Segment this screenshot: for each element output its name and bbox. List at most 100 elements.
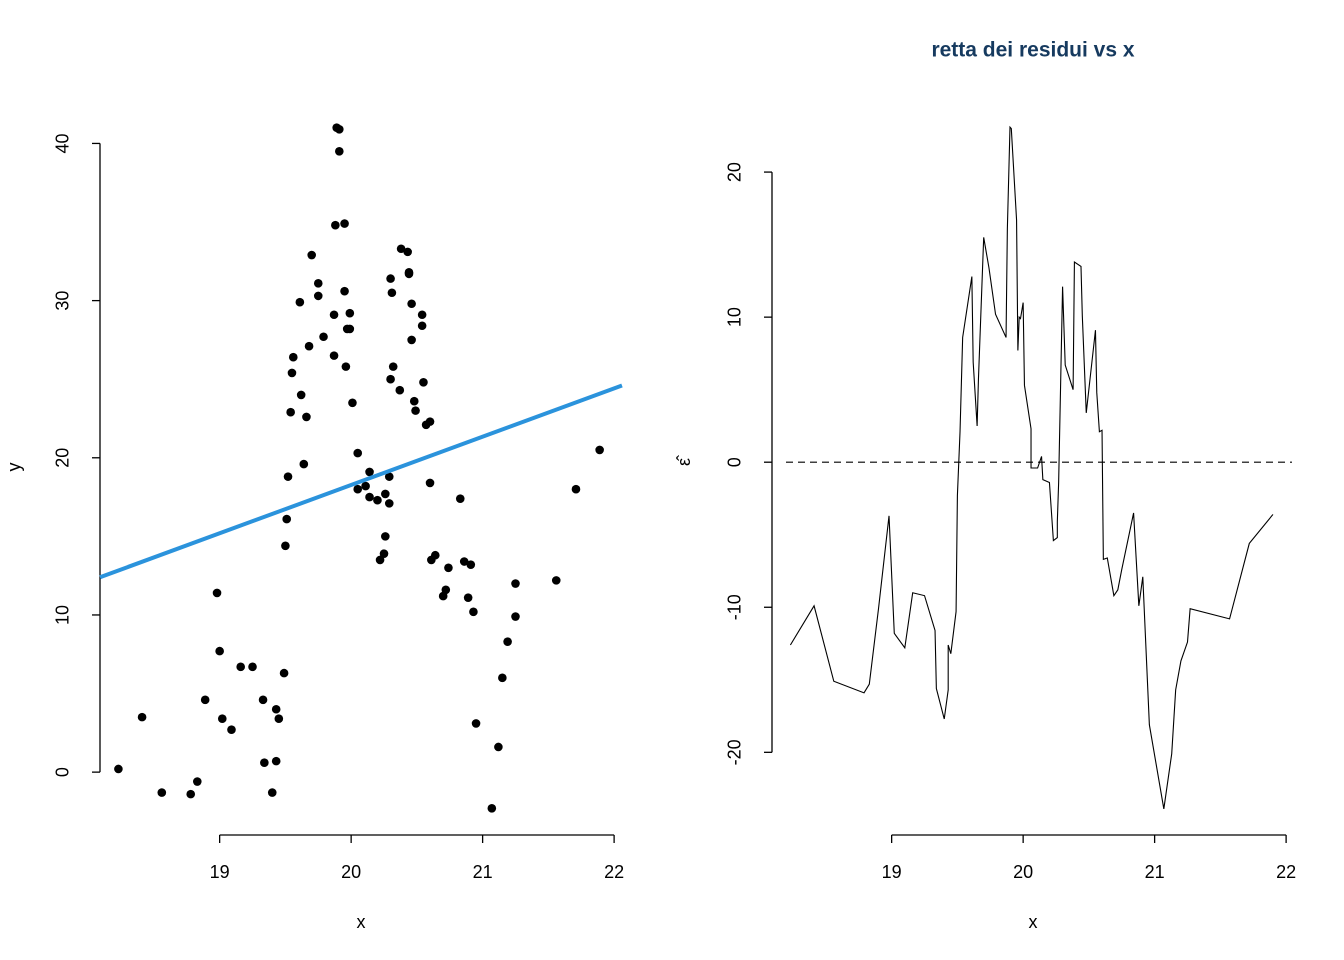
x-tick-label: 22	[1276, 862, 1296, 882]
point	[455, 494, 465, 503]
point	[395, 385, 405, 395]
point	[417, 310, 427, 320]
point	[411, 406, 420, 415]
x-tick-label: 21	[473, 862, 493, 882]
point	[388, 362, 398, 371]
point	[417, 321, 427, 331]
x-axis-label: x	[357, 912, 366, 932]
point	[227, 725, 236, 734]
point	[396, 244, 406, 254]
point	[487, 803, 497, 813]
point	[329, 310, 339, 320]
point	[373, 495, 382, 505]
point	[335, 124, 344, 134]
point	[384, 499, 394, 508]
x-tick-label: 21	[1145, 862, 1165, 882]
point	[217, 714, 227, 723]
point	[511, 579, 520, 588]
point	[345, 308, 355, 318]
point	[384, 472, 394, 481]
point	[365, 492, 374, 502]
point	[215, 646, 224, 656]
point	[319, 332, 328, 342]
point	[381, 532, 390, 541]
point	[375, 555, 385, 565]
point	[494, 742, 503, 752]
point	[466, 560, 476, 569]
x-tick-label: 20	[1013, 862, 1033, 882]
point	[409, 396, 419, 406]
point	[286, 407, 295, 417]
point	[282, 514, 292, 524]
y-tick-label: 0	[53, 767, 73, 777]
point	[295, 297, 305, 307]
point	[288, 352, 298, 362]
point	[329, 351, 339, 360]
point	[258, 695, 268, 705]
y-tick-label: 10	[725, 307, 745, 327]
x-tick-label: 19	[210, 862, 230, 882]
point	[459, 557, 469, 566]
point	[425, 478, 435, 488]
point	[469, 607, 478, 617]
point	[287, 368, 297, 378]
point	[430, 550, 440, 560]
x-tick-label: 20	[341, 862, 361, 882]
y-tick-label: 20	[53, 448, 73, 468]
point	[441, 585, 451, 595]
point	[365, 467, 374, 477]
point	[200, 695, 210, 705]
point	[503, 637, 512, 646]
point	[444, 563, 453, 573]
point	[248, 662, 257, 672]
point	[271, 756, 281, 766]
point	[313, 291, 323, 301]
point	[267, 788, 277, 797]
point	[335, 146, 344, 156]
y-axis-label: y	[4, 463, 24, 472]
point	[212, 588, 222, 598]
point	[404, 269, 414, 279]
point	[471, 719, 481, 728]
point	[407, 335, 416, 345]
fit-line	[99, 383, 623, 580]
point	[353, 448, 363, 458]
point	[192, 777, 202, 786]
y-tick-label: 10	[53, 605, 73, 625]
x-axis-label: x	[1029, 912, 1038, 932]
point	[279, 668, 289, 678]
point	[407, 299, 416, 309]
point	[463, 593, 473, 602]
point	[571, 484, 581, 494]
point	[386, 274, 395, 283]
point	[236, 662, 245, 672]
point	[511, 612, 520, 621]
point	[260, 758, 269, 768]
point	[302, 412, 311, 422]
point	[595, 445, 604, 455]
point	[157, 788, 167, 797]
point	[379, 549, 389, 558]
point	[283, 472, 293, 481]
point	[381, 489, 390, 499]
y-tick-label: 20	[725, 162, 745, 182]
point	[340, 219, 349, 228]
x-tick-label: 22	[604, 862, 624, 882]
y-axis-label: ε̂	[674, 455, 694, 466]
point	[348, 398, 357, 408]
point	[274, 714, 284, 723]
point	[340, 286, 349, 296]
point	[353, 484, 363, 494]
point	[271, 704, 281, 714]
point	[498, 673, 507, 683]
point	[299, 459, 309, 469]
point	[331, 220, 340, 230]
point	[313, 279, 323, 288]
y-tick-label: 30	[53, 291, 73, 311]
chart-title: retta dei residui vs x	[931, 39, 1134, 62]
point	[387, 288, 397, 298]
y-tick-label: -10	[725, 594, 745, 620]
point	[551, 576, 561, 585]
point	[186, 789, 196, 799]
